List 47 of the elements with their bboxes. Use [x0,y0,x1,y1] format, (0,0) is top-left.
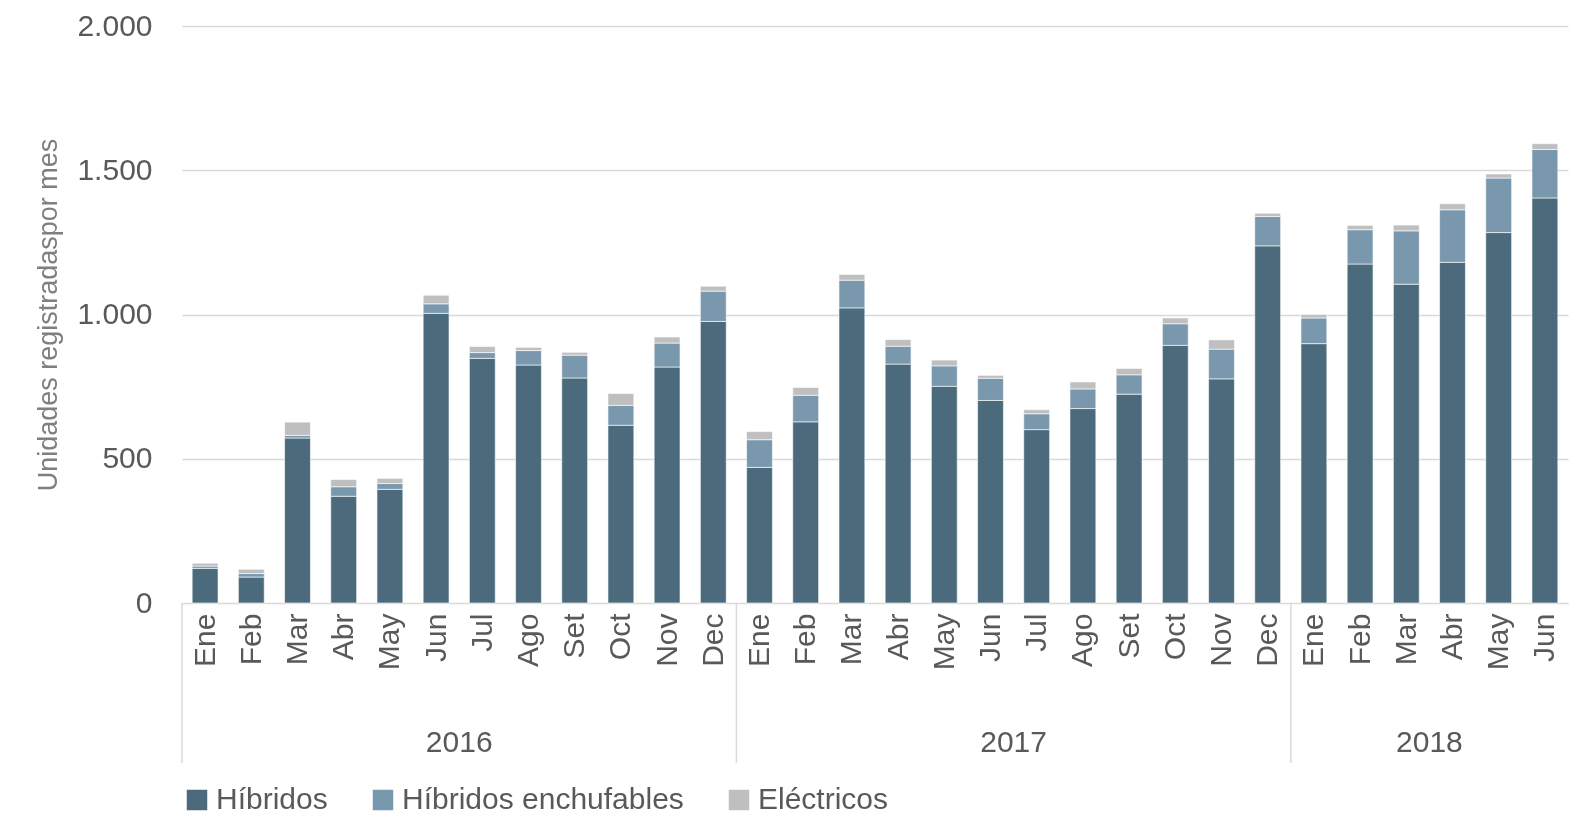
bar [284,421,311,436]
text: 2018 [1396,725,1463,758]
legend-label: Híbridos enchufables [402,782,684,815]
x-tick-label: Feb [1342,613,1376,666]
x-tick-label: Nov [649,613,683,667]
x-tick-label: Feb [233,613,267,666]
x-tick-label: Jun [418,613,452,662]
legend-label: Eléctricos [758,782,889,815]
x-tick-label: Abr [880,613,914,661]
x-tick-label: Jun [1527,613,1561,662]
bar [191,568,219,604]
y-tick-label: 1.000 [77,297,153,330]
x-tick-label: May [1481,613,1515,671]
x-tick-label: Jul [464,613,498,652]
bar [238,568,265,574]
x-tick-label: Ago [1065,613,1099,667]
x-tick-label: Ene [1296,613,1330,667]
x-tick-label: Ene [187,613,221,667]
x-tick-label: Jun [973,613,1006,662]
bar [238,576,265,604]
x-tick-label: Abr [1435,613,1468,661]
x-tick-label: Ago [511,613,544,667]
x-tick-label: Mar [834,613,868,666]
x-tick-label: Oct [1157,612,1191,661]
y-tick-label: 2.000 [77,8,153,42]
y-tick-label: 0 [135,585,153,619]
x-tick-label: Ene [742,613,775,667]
x-tick-label: Jul [1019,613,1053,652]
x-tick-label: Feb [788,613,822,666]
x-tick-label: May [372,613,406,671]
y-tick-label: 1.500 [77,152,153,186]
x-tick-label: Dec [1250,613,1284,667]
x-tick-label: Abr [326,613,360,661]
text: 2016 [425,725,493,758]
x-tick-label: Mar [280,613,313,666]
x-tick-label: Mar [1388,613,1422,666]
x-tick-label: May [926,613,960,671]
y-axis-title: Unidades registradaspor mes [33,138,64,492]
x-tick-label: Nov [1204,613,1237,667]
x-tick-label: Set [557,612,591,659]
x-tick-label: Oct [603,612,637,661]
text: 2017 [980,725,1047,758]
bar [284,437,311,604]
legend-label: Híbridos [216,782,328,815]
x-tick-label: Dec [695,613,729,667]
y-tick-label: 500 [102,441,153,475]
x-tick-label: Set [1111,612,1145,659]
